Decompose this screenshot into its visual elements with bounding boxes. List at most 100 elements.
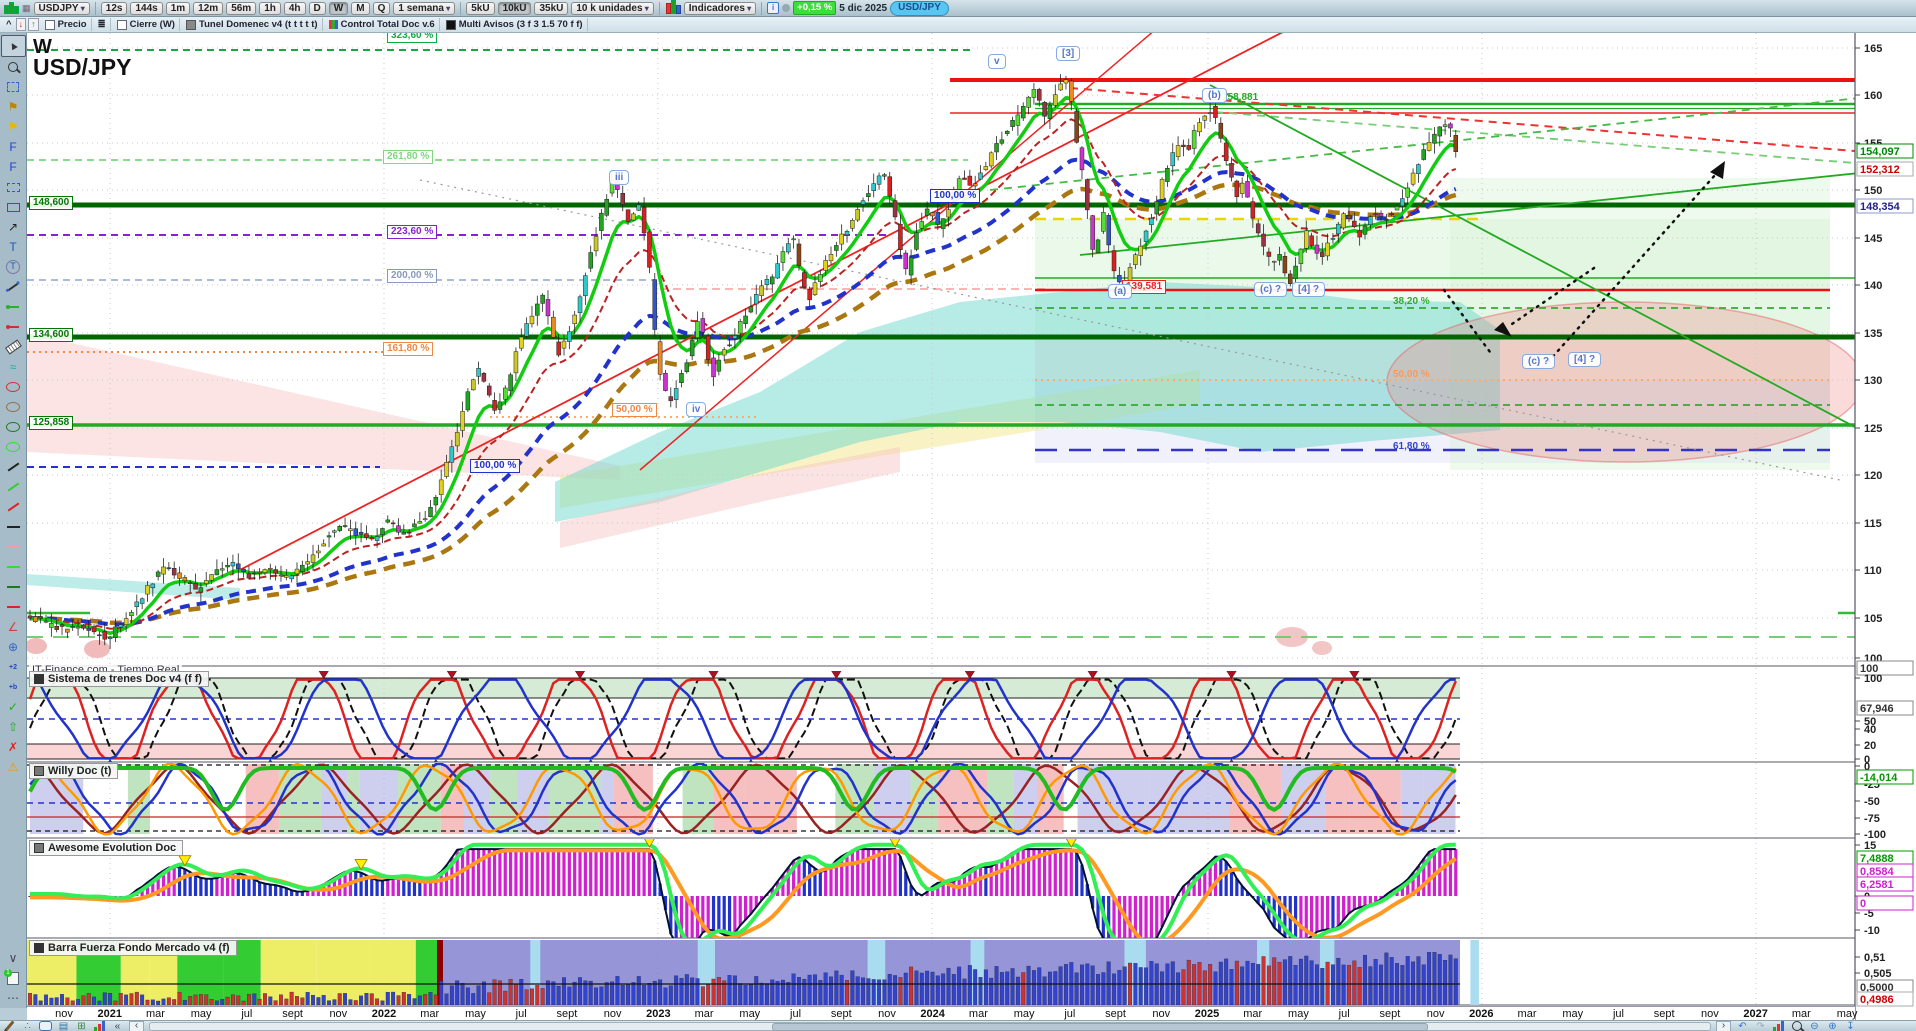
like-thumb-icon[interactable]: ⇧ (2, 717, 25, 737)
zoom-out-button-glyph: ⊖ (1810, 1020, 1819, 1031)
compare-icon[interactable]: ⊞ (75, 1021, 88, 1031)
chat-icon[interactable] (39, 1021, 52, 1031)
indicators-dropdown[interactable]: Indicadores (683, 1, 757, 15)
hline-black-tool[interactable] (2, 517, 25, 537)
rect-blue-tool[interactable] (2, 177, 25, 197)
ruler-tool[interactable] (2, 337, 25, 357)
timeframe-button-D[interactable]: D (308, 1, 326, 15)
ellipse-green-tool[interactable] (2, 437, 25, 457)
info-icon[interactable]: i (767, 2, 780, 14)
hline-red-tool[interactable] (2, 597, 25, 617)
trend-arrow-tool[interactable]: ↗ (2, 217, 25, 237)
dock-panel-icon[interactable]: ↧ (1844, 1021, 1857, 1031)
chart-tools-icon[interactable] (1772, 1021, 1785, 1031)
fib-target-tool[interactable]: ⊕ (2, 637, 25, 657)
axis-tick: 100 (1864, 673, 1882, 685)
level-f-tool[interactable]: F (2, 157, 25, 177)
collapse-toolbar-button[interactable]: ^ (6, 19, 12, 30)
close-checkbox[interactable] (116, 19, 127, 30)
symbol-dropdown[interactable]: USDJPY (33, 1, 90, 15)
time-axis[interactable]: nov 2021 mar may jul sept nov 2022 mar may jul sept… (27, 1006, 1857, 1021)
delete-cross-icon[interactable]: ✗ (2, 737, 25, 757)
close-series-toggle[interactable]: Cierre (W) (113, 18, 180, 31)
units-button-35kU[interactable]: 35kU (534, 1, 569, 15)
angle-tool[interactable]: ∠ (2, 617, 25, 637)
timeframe-button-1h[interactable]: 1h (259, 1, 281, 15)
like-thumb-icon-glyph: ⇧ (7, 720, 19, 734)
pen-tool-icon[interactable] (3, 1021, 16, 1031)
select-cursor-tool[interactable]: ▲ (0, 35, 26, 57)
chart-settings-icon[interactable] (93, 1021, 106, 1031)
price-checkbox[interactable] (44, 19, 55, 30)
notes-icon[interactable]: ▤ (57, 1021, 70, 1031)
pattern-tool[interactable]: ≈ (2, 357, 25, 377)
scrollbar-thumb[interactable] (772, 1022, 1428, 1031)
rect-red-tool[interactable] (2, 197, 25, 217)
timeframe-button-12s[interactable]: 12s (100, 1, 128, 15)
ellipse-brown-tool[interactable] (2, 397, 25, 417)
notes-doc-icon[interactable] (2, 968, 25, 988)
sell-arrow-icon[interactable]: ↓ (15, 18, 27, 31)
price-toggle[interactable]: Precio (41, 18, 92, 31)
anchor-f-tool[interactable]: F (2, 137, 25, 157)
zoom-area-tool[interactable] (2, 77, 25, 97)
callout-text-tool[interactable]: T (2, 257, 25, 277)
timeframe-button-56m[interactable]: 56m (226, 1, 257, 15)
period-dropdown[interactable]: 1 semana (393, 1, 456, 15)
buy-arrow-icon[interactable]: ↑ (28, 18, 39, 31)
hline-dot-red-tool[interactable] (2, 317, 25, 337)
hline-darkgreen-tool[interactable] (2, 577, 25, 597)
alarm-add-tool[interactable]: ⚑ (2, 97, 25, 117)
list-icon[interactable]: ≣ (94, 18, 111, 31)
layout-icon[interactable]: ▦ (22, 2, 31, 13)
timeframe-button-144s[interactable]: 144s (130, 1, 163, 15)
symbol-pill[interactable]: USD/JPY (890, 0, 949, 16)
timeframe-button-W[interactable]: W (328, 1, 349, 15)
trendline-green-tool[interactable] (2, 477, 25, 497)
timeframe-button-M[interactable]: M (351, 1, 370, 15)
timeframe-button-12m[interactable]: 12m (193, 1, 224, 15)
trendline-red-tool[interactable] (2, 497, 25, 517)
axis-tick: 0 (1864, 761, 1870, 773)
timeframe-button-4h[interactable]: 4h (283, 1, 306, 15)
units-button-5kU[interactable]: 5kU (466, 1, 495, 15)
units-button-10kU[interactable]: 10kU (497, 1, 532, 15)
scroll-far-left-button[interactable]: « (111, 1021, 124, 1031)
timeframe-button-Q[interactable]: Q (372, 1, 391, 15)
alarm-bell-tool[interactable]: ⚑ (2, 117, 25, 137)
status-bar: ∴ ▤ ⊞ « ‹ › ↶ ↷ ⊖ ⊕ ↧ (0, 1020, 1916, 1031)
text-tool[interactable]: T (2, 237, 25, 257)
ellipse-red-tool[interactable] (2, 377, 25, 397)
warning-icon[interactable]: ⚠ (2, 757, 25, 777)
zoom-in-button[interactable]: ⊕ (1826, 1021, 1839, 1031)
axis-month-label: jul (241, 1008, 253, 1020)
scroll-left-button[interactable]: ‹ (129, 1021, 144, 1031)
trendline-black-tool[interactable] (2, 457, 25, 477)
indicator-multi-avisos[interactable]: Multi Avisos (3 f 3 1.5 70 f f) (442, 18, 588, 31)
hline-dot-green-tool[interactable] (2, 297, 25, 317)
fib-abc-tool[interactable]: +b (2, 677, 25, 697)
indicator-control-total[interactable]: Control Total Doc v.6 (325, 18, 440, 31)
more-tools-icon[interactable]: ⋯ (2, 988, 25, 1008)
alarm-bell-tool-glyph: ⚑ (7, 120, 19, 134)
hline-pink-tool[interactable] (2, 537, 25, 557)
collapse-tools-icon[interactable]: ∨ (2, 948, 25, 968)
scroll-right-button[interactable]: › (1716, 1021, 1731, 1031)
fib-levels-tool[interactable]: +2 (2, 657, 25, 677)
hline-red-tool-glyph (6, 605, 20, 609)
zoom-tool[interactable] (2, 57, 25, 77)
segment-tool[interactable] (2, 277, 25, 297)
validate-check-icon[interactable]: ✓ (2, 697, 25, 717)
hline-green-tool[interactable] (2, 557, 25, 577)
undo-button[interactable]: ↶ (1736, 1021, 1749, 1031)
timeframe-button-1m[interactable]: 1m (165, 1, 191, 15)
indicator-tunel-domenec[interactable]: Tunel Domenec v4 (t t t t t) (182, 18, 323, 31)
horizontal-scrollbar[interactable] (149, 1021, 1711, 1031)
share-icon[interactable]: ∴ (21, 1021, 34, 1031)
units-dropdown[interactable]: 10 k unidades (571, 1, 654, 15)
ellipse-darkgreen-tool[interactable] (2, 417, 25, 437)
zoom-out-button[interactable]: ⊖ (1808, 1021, 1821, 1031)
redo-button[interactable]: ↷ (1754, 1021, 1767, 1031)
zoom-range-icon[interactable] (1790, 1021, 1803, 1031)
